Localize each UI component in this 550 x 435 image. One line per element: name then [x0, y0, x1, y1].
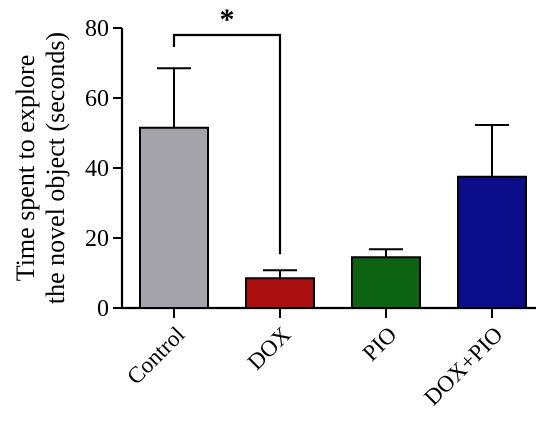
x-tick-label: DOX+PIO [419, 322, 507, 410]
y-tick-label: 80 [85, 16, 109, 42]
y-axis-label: Time spent to explore the novel object (… [11, 32, 70, 304]
y-tick-label: 40 [85, 156, 109, 182]
significance-label: * [220, 3, 235, 36]
y-axis-label-line-1: Time spent to explore [11, 55, 40, 282]
x-tick-label: PIO [358, 322, 402, 366]
y-tick-label: 20 [85, 226, 109, 252]
y-tick-label: 0 [97, 296, 109, 322]
bar-dox-pio [457, 175, 527, 309]
bar-pio [351, 256, 421, 309]
y-axis-label-line-2: the novel object (seconds) [41, 32, 70, 304]
plot-area: 0 20 40 60 80 Control DOX PIO DOX+PIO * [85, 3, 536, 410]
bar-dox [245, 277, 315, 309]
significance-bracket [172, 33, 282, 255]
y-tick-label: 60 [85, 86, 109, 112]
x-tick-label: DOX [243, 322, 296, 375]
bar-control [139, 126, 209, 309]
x-tick-label: Control [122, 322, 189, 389]
